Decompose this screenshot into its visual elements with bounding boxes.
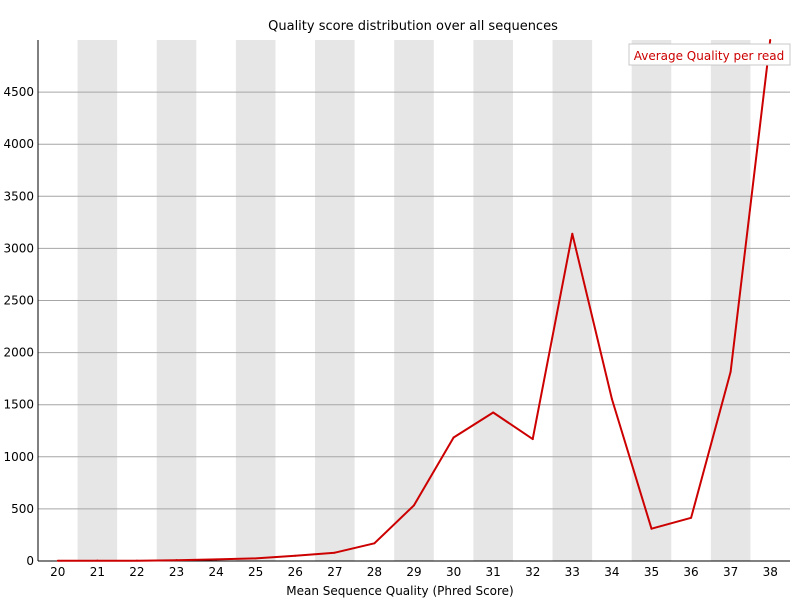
x-tick-label: 35 bbox=[644, 565, 659, 579]
data-point bbox=[373, 542, 376, 545]
series-lines bbox=[56, 39, 772, 562]
data-point bbox=[215, 558, 218, 561]
legend-box bbox=[628, 43, 791, 66]
data-point bbox=[294, 554, 297, 557]
data-point bbox=[333, 551, 336, 554]
data-point bbox=[729, 370, 732, 373]
data-point bbox=[254, 557, 257, 560]
x-tick-label: 34 bbox=[604, 565, 619, 579]
data-point bbox=[452, 436, 455, 439]
x-tick-label: 21 bbox=[90, 565, 105, 579]
x-tick-label: 33 bbox=[565, 565, 580, 579]
x-tick-labels: 20 21 22 23 24 25 26 27 28 29 30 31 32 33 34 35 36 37 38 bbox=[50, 565, 778, 579]
x-tick-label: 24 bbox=[208, 565, 223, 579]
data-point bbox=[571, 232, 574, 235]
data-point bbox=[769, 39, 772, 41]
x-tick-label: 29 bbox=[406, 565, 421, 579]
x-tick-label: 38 bbox=[763, 565, 778, 579]
y-tick-labels: 0 500 1000 1500 2000 2500 3000 3500 4000 4500 bbox=[3, 85, 34, 568]
legend-entry-label: Average Quality per read bbox=[634, 49, 785, 63]
x-tick-label: 23 bbox=[169, 565, 184, 579]
y-tick-label: 500 bbox=[11, 502, 34, 516]
x-tick-label: 37 bbox=[723, 565, 738, 579]
y-tick-label: 1500 bbox=[3, 398, 34, 412]
x-axis-label: Mean Sequence Quality (Phred Score) bbox=[286, 584, 514, 598]
y-tick-label: 4000 bbox=[3, 137, 34, 151]
data-point bbox=[690, 516, 693, 519]
data-point bbox=[650, 527, 653, 530]
y-tick-label: 2500 bbox=[3, 294, 34, 308]
x-tick-label: 32 bbox=[525, 565, 540, 579]
y-tick-label: 3000 bbox=[3, 241, 34, 255]
data-point bbox=[56, 559, 59, 562]
x-tick-label: 25 bbox=[248, 565, 263, 579]
data-point bbox=[610, 397, 613, 400]
x-tick-label: 27 bbox=[327, 565, 342, 579]
y-tick-label: 0 bbox=[26, 554, 34, 568]
y-tick-label: 3500 bbox=[3, 189, 34, 203]
x-tick-label: 20 bbox=[50, 565, 65, 579]
x-tick-label: 22 bbox=[129, 565, 144, 579]
y-tick-label: 2000 bbox=[3, 346, 34, 360]
x-tick-label: 26 bbox=[288, 565, 303, 579]
x-tick-label: 30 bbox=[446, 565, 461, 579]
data-point bbox=[413, 504, 415, 507]
data-point bbox=[531, 438, 534, 441]
data-point bbox=[135, 559, 138, 562]
x-tick-label: 28 bbox=[367, 565, 382, 579]
chart-title: Quality score distribution over all sequ… bbox=[268, 19, 558, 34]
y-tick-label: 1000 bbox=[3, 450, 34, 464]
x-tick-label: 36 bbox=[683, 565, 698, 579]
data-point bbox=[175, 559, 178, 562]
horizontal-gridlines bbox=[38, 91, 790, 510]
data-point bbox=[492, 411, 495, 414]
data-point bbox=[96, 559, 99, 562]
legend: Average Quality per read bbox=[628, 43, 791, 66]
x-tick-label: 31 bbox=[486, 565, 501, 579]
y-tick-label: 4500 bbox=[3, 85, 34, 99]
